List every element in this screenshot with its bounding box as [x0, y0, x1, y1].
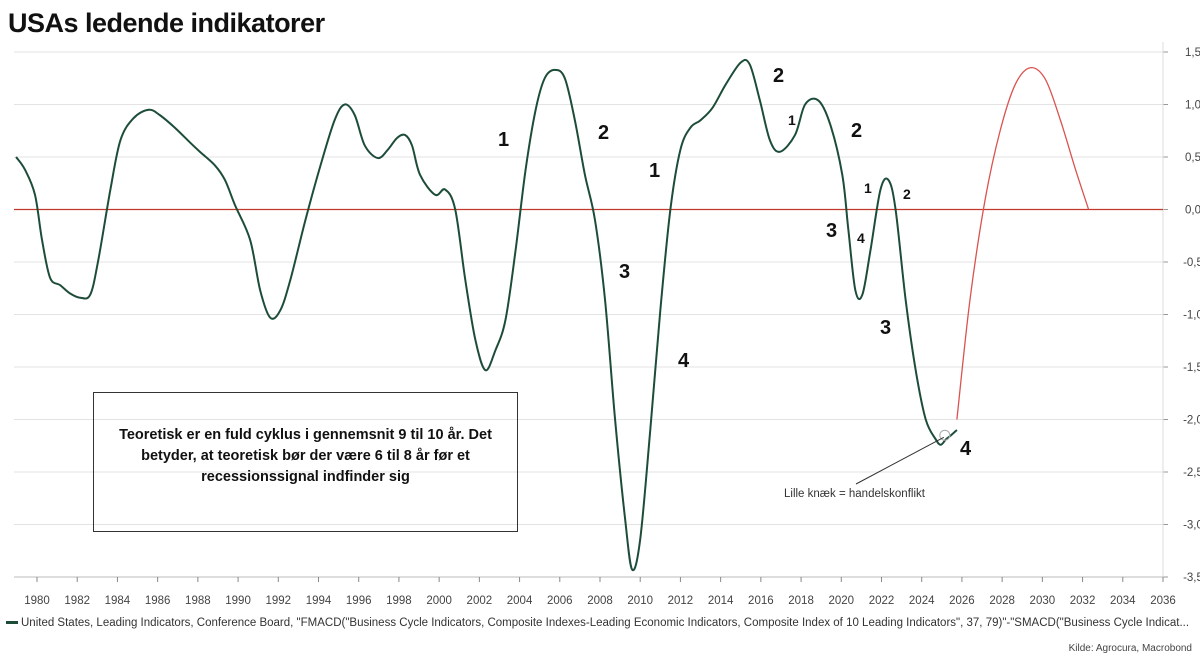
- phase-label: 2: [903, 186, 911, 202]
- indicator-line: [15, 58, 958, 572]
- y-tick-label: -3,5: [1183, 572, 1200, 584]
- x-tick-label: 2000: [426, 595, 452, 607]
- x-tick-label: 2002: [467, 595, 493, 607]
- callout-line: [855, 436, 945, 485]
- y-tick-label: -1,5: [1183, 362, 1200, 374]
- x-tick-label: 1996: [346, 595, 372, 607]
- x-tick-label: 1980: [24, 595, 50, 607]
- x-tick-label: 2032: [1070, 595, 1096, 607]
- y-tick-label: 1,5: [1185, 47, 1200, 59]
- x-tick-label: 1982: [64, 595, 90, 607]
- phase-label: 1: [498, 129, 510, 151]
- x-tick-label: 1988: [185, 595, 211, 607]
- x-tick-label: 2014: [708, 595, 734, 607]
- x-tick-label: 2022: [869, 595, 895, 607]
- phase-label: 1: [864, 180, 872, 196]
- x-tick-label: 2020: [828, 595, 854, 607]
- x-tick-label: 1990: [225, 595, 251, 607]
- x-tick-label: 2028: [989, 595, 1015, 607]
- x-tick-label: 1998: [386, 595, 412, 607]
- phase-label: 1: [649, 160, 661, 182]
- phase-label: 3: [880, 317, 892, 339]
- x-tick-label: 1984: [105, 595, 131, 607]
- y-tick-label: 1,0: [1185, 100, 1200, 112]
- x-tick-label: 1992: [265, 595, 291, 607]
- x-tick-label: 2006: [547, 595, 573, 607]
- y-tick-label: -3,0: [1183, 520, 1200, 532]
- projection-line: [956, 66, 1090, 420]
- phase-label: 3: [826, 220, 838, 242]
- x-tick-label: 2010: [627, 595, 653, 607]
- x-tick-label: 1986: [145, 595, 171, 607]
- source-label: Kilde: Agrocura, Macrobond: [1068, 643, 1192, 654]
- x-tick-label: 2004: [507, 595, 533, 607]
- phase-label: 2: [598, 122, 610, 144]
- note-box: Teoretisk er en fuld cyklus i gennemsnit…: [93, 392, 518, 532]
- x-tick-label: 2036: [1150, 595, 1176, 607]
- x-tick-label: 2024: [909, 595, 935, 607]
- page-title: USAs ledende indikatorer: [8, 8, 325, 38]
- x-tick-label: 2012: [668, 595, 694, 607]
- phase-label: 1: [788, 112, 796, 128]
- x-tick-label: 2018: [788, 595, 814, 607]
- phase-label: 2: [851, 120, 863, 142]
- y-tick-label: -1,0: [1183, 310, 1200, 322]
- callout-label: Lille knæk = handelskonflikt: [784, 488, 925, 500]
- phase-label: 4: [960, 438, 972, 460]
- y-tick-label: 0,5: [1185, 152, 1200, 164]
- y-tick-label: -0,5: [1183, 257, 1200, 269]
- x-tick-label: 2008: [587, 595, 613, 607]
- phase-label: 2: [773, 65, 785, 87]
- phase-label: 4: [857, 230, 865, 246]
- phase-label: 4: [678, 350, 690, 372]
- x-tick-label: 2016: [748, 595, 774, 607]
- x-tick-label: 1994: [306, 595, 332, 607]
- legend-swatch: [6, 621, 18, 625]
- legend-label: United States, Leading Indicators, Confe…: [21, 617, 1190, 629]
- y-tick-label: -2,5: [1183, 467, 1200, 479]
- callout-marker: [939, 429, 951, 441]
- y-tick-label: -2,0: [1183, 415, 1200, 427]
- legend: United States, Leading Indicators, Confe…: [6, 617, 1189, 629]
- x-tick-label: 2034: [1110, 595, 1136, 607]
- y-tick-label: 0,0: [1185, 205, 1200, 217]
- x-tick-label: 2026: [949, 595, 975, 607]
- x-tick-label: 2030: [1030, 595, 1056, 607]
- phase-label: 3: [619, 261, 631, 283]
